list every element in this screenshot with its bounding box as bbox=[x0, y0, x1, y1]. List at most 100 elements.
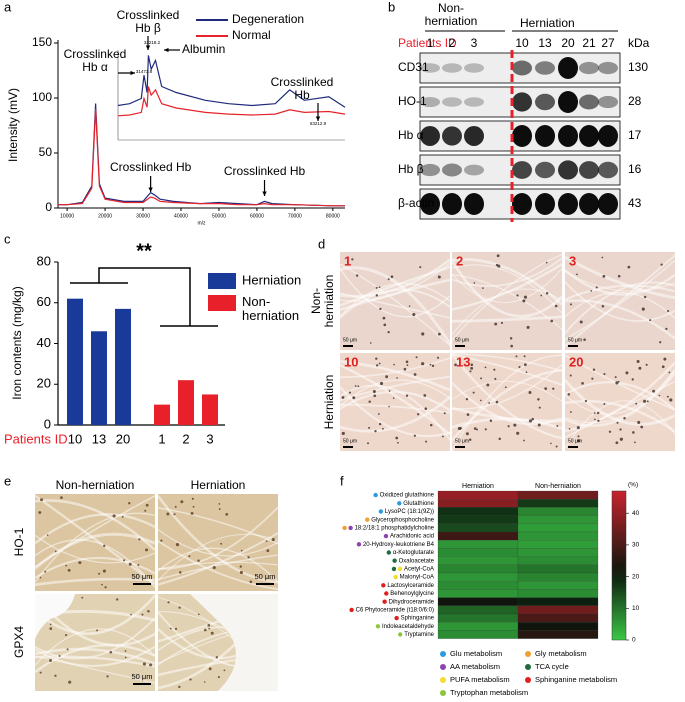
blot-band bbox=[535, 61, 555, 75]
x-tick-label: 3 bbox=[206, 431, 213, 446]
nucleus bbox=[569, 411, 572, 413]
nucleus bbox=[425, 440, 428, 443]
nucleus bbox=[479, 399, 482, 402]
nucleus bbox=[537, 423, 541, 427]
scale-label: 50 μm bbox=[343, 438, 357, 444]
pathway-dot bbox=[373, 492, 378, 498]
nucleus bbox=[632, 431, 635, 434]
patient-id: 13 bbox=[538, 36, 552, 50]
row-label: Glycerophosphocholine bbox=[371, 517, 434, 523]
nucleus bbox=[596, 411, 600, 415]
pathway-dot bbox=[397, 566, 403, 572]
legend-label: TCA cycle bbox=[535, 662, 569, 671]
nucleus bbox=[465, 398, 469, 401]
nucleus bbox=[145, 548, 149, 552]
nucleus bbox=[649, 319, 652, 322]
nucleus bbox=[516, 431, 520, 435]
nucleus bbox=[550, 442, 552, 445]
colorbar-tick-label: 40 bbox=[632, 510, 640, 517]
y-tick-label: 80 bbox=[37, 253, 51, 268]
column-label: Herniation bbox=[191, 478, 246, 492]
fiber bbox=[34, 643, 156, 673]
blot-band bbox=[420, 96, 440, 108]
nucleus bbox=[192, 505, 195, 508]
fiber bbox=[451, 253, 563, 341]
nucleus bbox=[641, 307, 645, 311]
legend-label: Herniation bbox=[242, 272, 301, 287]
nucleus bbox=[369, 342, 372, 344]
fiber bbox=[564, 354, 676, 411]
nucleus bbox=[567, 393, 571, 396]
fiber bbox=[451, 354, 563, 452]
blot-band bbox=[442, 163, 462, 177]
annotation: Crosslinked Hb bbox=[110, 160, 192, 174]
arrow-head bbox=[315, 116, 321, 121]
heat-cell bbox=[517, 564, 599, 574]
nucleus bbox=[375, 286, 378, 289]
nucleus bbox=[619, 428, 622, 431]
y-tick-label: 20 bbox=[37, 376, 51, 391]
nucleus bbox=[443, 412, 446, 415]
nucleus bbox=[466, 413, 470, 416]
nucleus bbox=[523, 355, 526, 358]
nucleus bbox=[545, 261, 548, 264]
row-label: HO-1 bbox=[12, 527, 26, 556]
bar bbox=[115, 308, 131, 425]
fiber bbox=[339, 268, 451, 318]
x-tick-label: 40000 bbox=[174, 213, 188, 219]
nucleus bbox=[387, 330, 390, 334]
blot-band bbox=[558, 57, 578, 79]
nucleus bbox=[528, 390, 532, 394]
row-label: Acetyl-CoA bbox=[404, 566, 434, 572]
nucleus bbox=[601, 256, 604, 259]
nucleus bbox=[382, 316, 386, 320]
nucleus bbox=[116, 598, 119, 601]
nucleus bbox=[579, 320, 583, 324]
blot-band bbox=[512, 161, 532, 179]
heat-cell bbox=[517, 507, 599, 516]
nucleus bbox=[381, 427, 384, 430]
nucleus bbox=[124, 650, 127, 652]
nucleus bbox=[637, 420, 641, 424]
heat-cell bbox=[517, 490, 599, 500]
nucleus bbox=[197, 559, 200, 563]
fiber bbox=[34, 594, 156, 635]
fiber bbox=[34, 513, 156, 545]
nucleus bbox=[436, 356, 440, 359]
nucleus bbox=[615, 441, 619, 445]
nucleus bbox=[121, 515, 124, 518]
nucleus bbox=[374, 429, 377, 433]
blot-band bbox=[464, 164, 484, 176]
scale-bar bbox=[133, 683, 151, 685]
nucleus bbox=[101, 583, 103, 586]
annotation: Crosslinked Hb bbox=[224, 164, 306, 178]
protein-label: Hb α bbox=[398, 128, 424, 142]
fiber bbox=[451, 353, 563, 440]
heat-cell bbox=[517, 515, 599, 524]
nucleus bbox=[663, 357, 667, 361]
row-label: C6 Phytoceramide (t18:0/6:0) bbox=[356, 607, 434, 613]
nucleus bbox=[661, 365, 665, 369]
protein-label: Hb β bbox=[398, 162, 424, 176]
kda-label: 43 bbox=[628, 196, 642, 210]
nucleus bbox=[240, 549, 243, 552]
colorbar-tick-label: 0 bbox=[632, 637, 636, 644]
nucleus bbox=[373, 394, 377, 398]
fiber bbox=[34, 655, 156, 684]
fiber bbox=[157, 540, 279, 591]
nucleus bbox=[473, 427, 477, 430]
fiber bbox=[451, 417, 563, 430]
pathway-dot bbox=[378, 509, 384, 514]
nucleus bbox=[68, 680, 72, 684]
protein-label: β-actin bbox=[398, 196, 434, 210]
fiber bbox=[451, 257, 563, 287]
nucleus bbox=[515, 355, 518, 358]
fiber bbox=[564, 299, 676, 340]
fiber bbox=[339, 263, 451, 347]
peak-label: 63212.9 bbox=[310, 121, 327, 126]
fiber bbox=[157, 547, 279, 583]
nucleus bbox=[106, 675, 109, 678]
unit-label: kDa bbox=[628, 36, 650, 50]
nucleus bbox=[218, 508, 221, 510]
nucleus bbox=[550, 319, 554, 323]
